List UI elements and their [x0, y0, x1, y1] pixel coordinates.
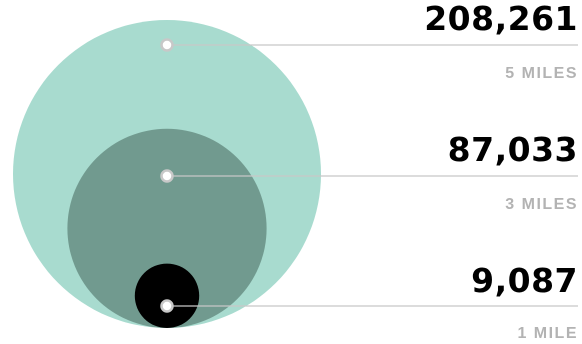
radius-label-3-miles: 3 MILES: [505, 196, 578, 213]
bubble-1-mile: [134, 263, 200, 328]
value-label-3-miles: 87,033: [448, 130, 578, 169]
marker-5-miles: [160, 38, 174, 52]
value-label-1-mile: 9,087: [471, 261, 578, 300]
value-label-5-miles: 208,261: [424, 0, 578, 38]
marker-1-mile: [160, 299, 174, 313]
radius-label-5-miles: 5 MILES: [505, 65, 578, 82]
marker-3-miles: [160, 169, 174, 183]
bubble-3-miles: [67, 128, 267, 328]
leaders-layer: [160, 38, 578, 313]
radius-label-1-mile: 1 MILE: [517, 325, 578, 342]
labels-layer: 208,261 5 MILES 87,033 3 MILES 9,087 1 MILE: [424, 0, 578, 342]
